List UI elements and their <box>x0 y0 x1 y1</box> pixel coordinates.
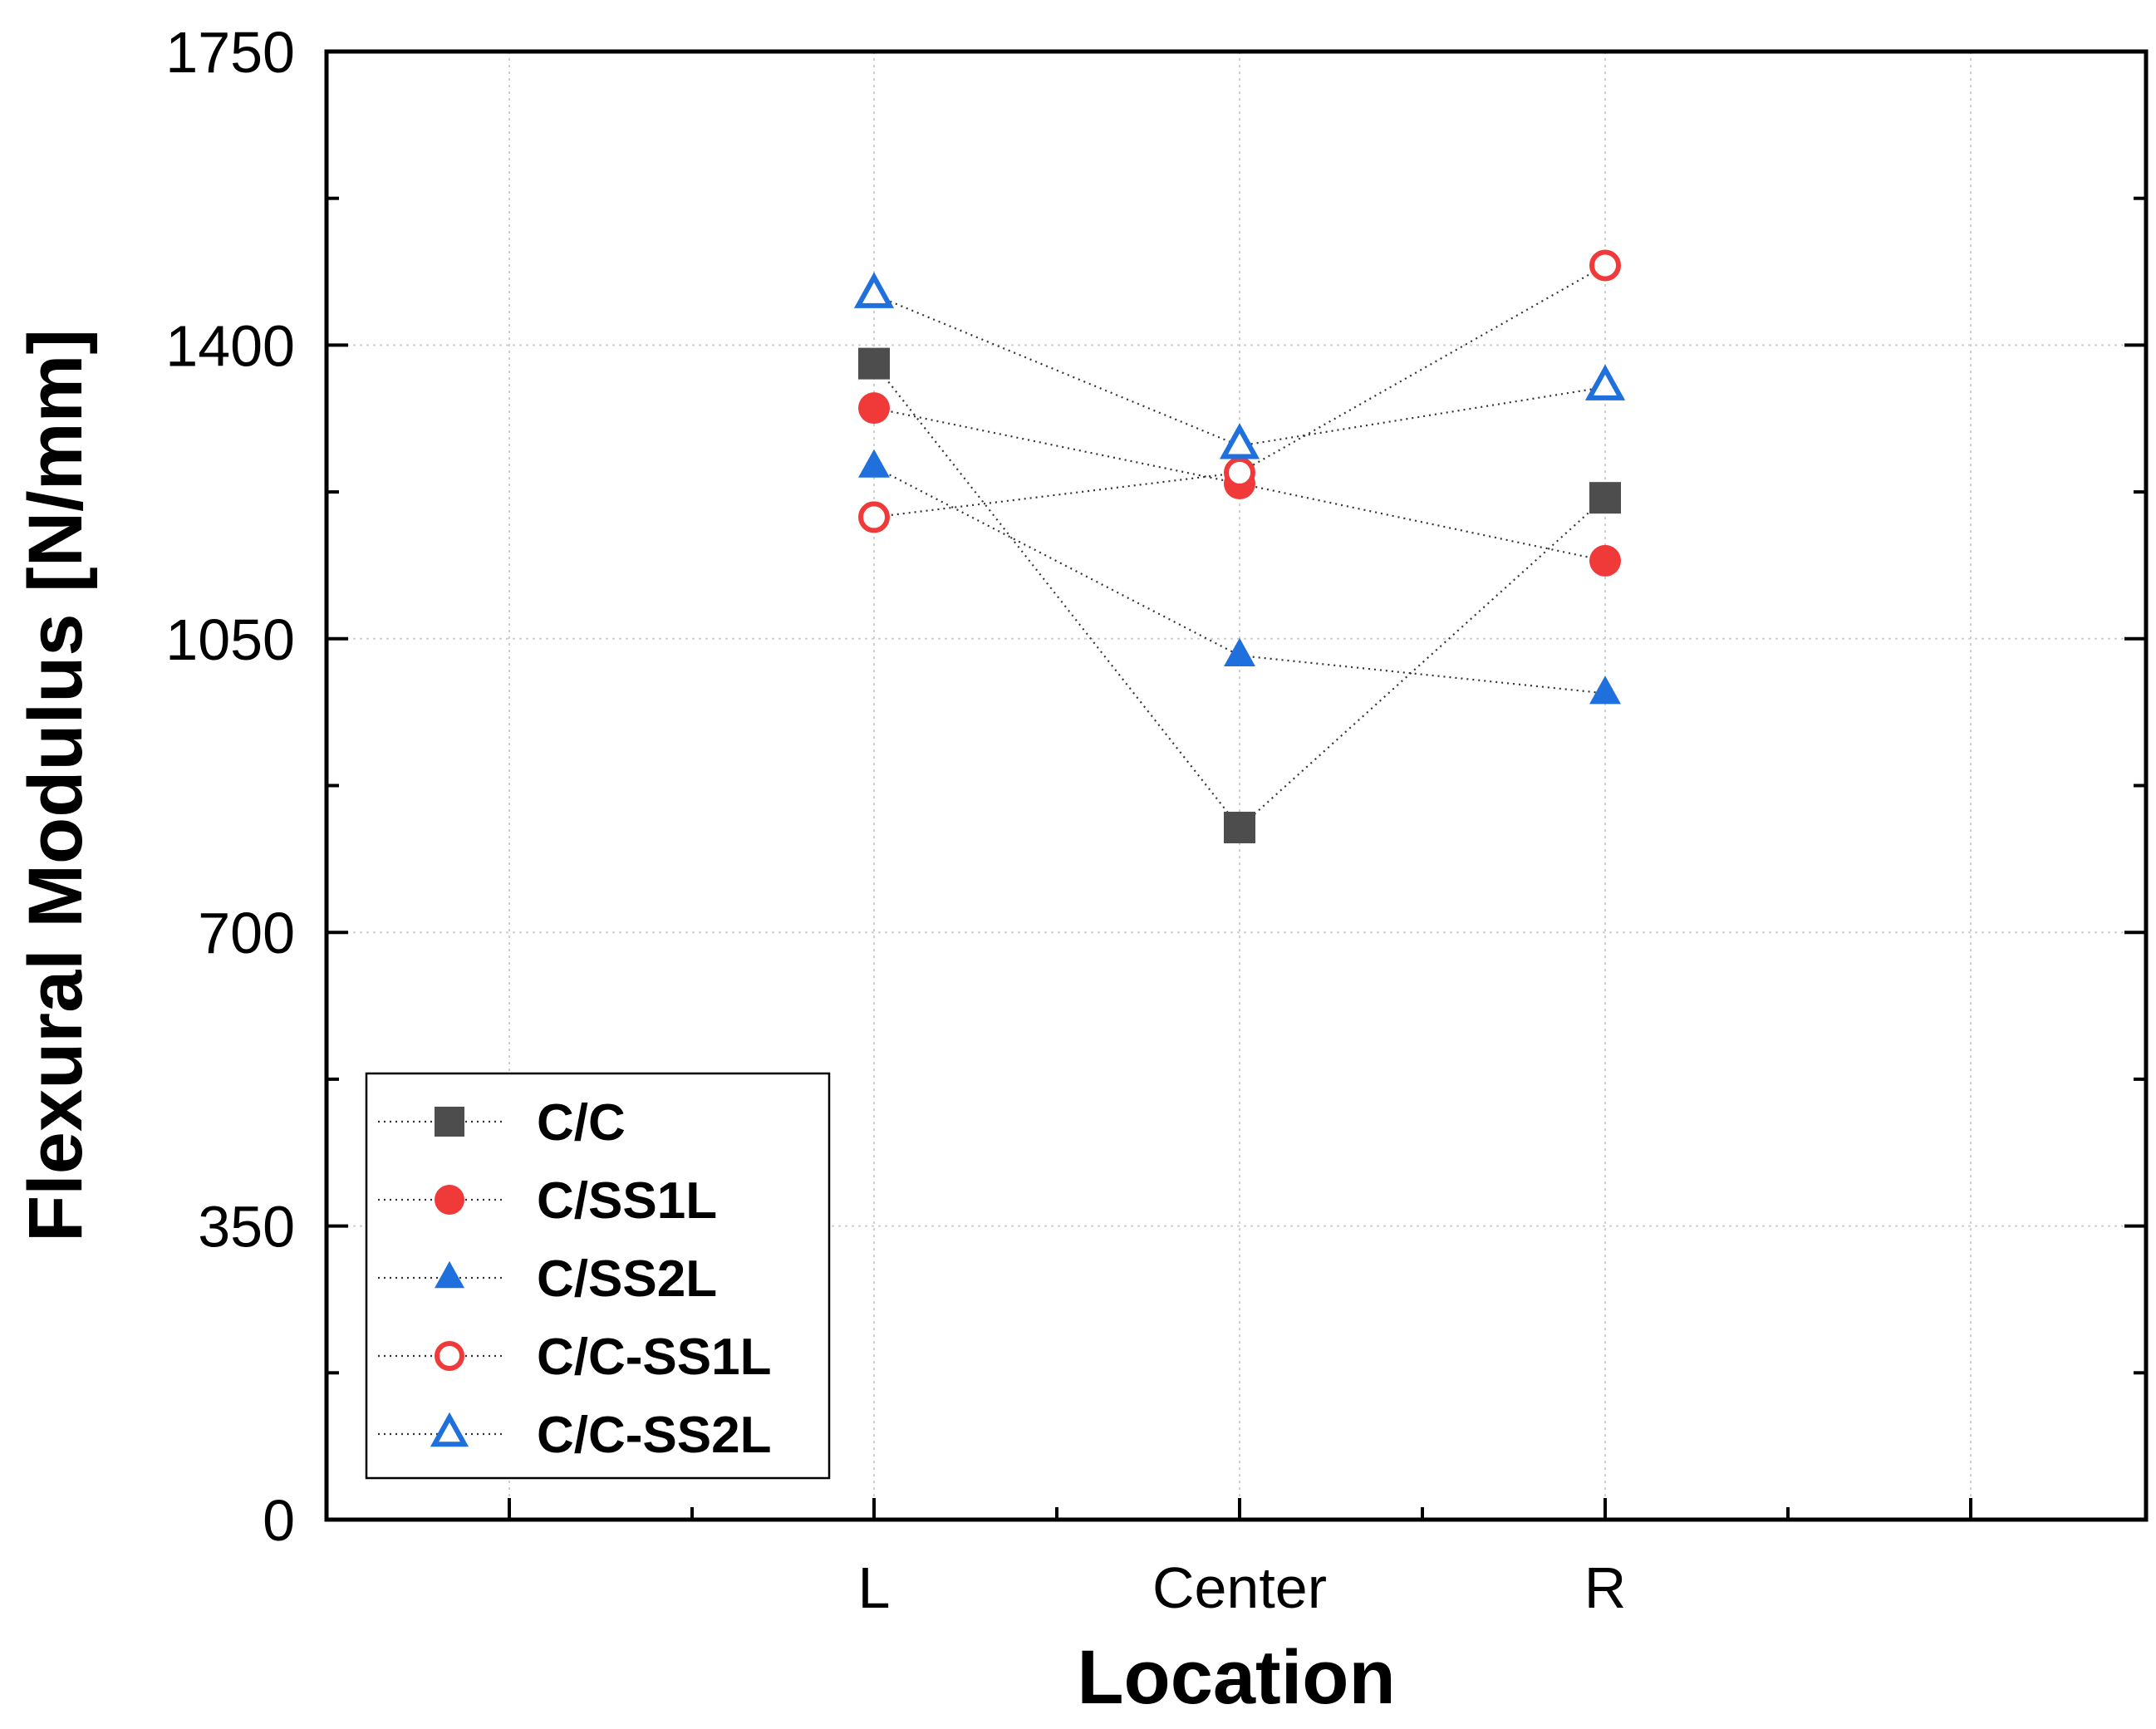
data-point-C/SS1L <box>858 392 890 425</box>
x-tick-label: L <box>858 1555 891 1620</box>
x-axis-title: Location <box>1077 1635 1395 1720</box>
x-tick-label: Center <box>1152 1555 1327 1620</box>
data-point-C/C <box>1589 482 1621 514</box>
y-axis-title: Flexural Modulus [N/mm] <box>13 329 98 1242</box>
x-tick-labels: L Center R <box>858 1555 1627 1620</box>
data-point-C/C-SS1L <box>1224 456 1255 489</box>
legend-marker <box>435 1260 464 1289</box>
y-tick-label: 0 <box>263 1488 295 1553</box>
data-point-C/C-SS2L <box>853 272 895 308</box>
series-markers <box>853 249 1626 843</box>
y-tick-label: 1400 <box>165 313 295 378</box>
data-point-C/C-SS1L <box>1589 249 1621 282</box>
data-point-C/C <box>1224 811 1255 843</box>
data-point-C/C <box>858 347 890 380</box>
plot-frame <box>324 49 2149 1522</box>
data-point-C/C-SS2L <box>1219 423 1260 459</box>
y-tick-labels: 0 350 700 1050 1400 1750 <box>165 20 295 1553</box>
legend-label: C/SS2L <box>537 1250 717 1308</box>
y-tick-label: 1750 <box>165 20 295 85</box>
legend-marker <box>435 1341 464 1371</box>
legend-label: C/C-SS2L <box>537 1407 771 1464</box>
data-point-C/C-SS1L <box>858 501 890 533</box>
data-point-C/C-SS2L <box>1584 364 1626 400</box>
series-line-C/C-SS1L <box>873 264 1606 518</box>
y-tick-label: 700 <box>198 901 295 965</box>
y-tick-label: 1050 <box>165 607 295 672</box>
x-tick-label: R <box>1584 1555 1627 1620</box>
legend-marker <box>435 1185 464 1215</box>
data-point-C/SS2L <box>1224 637 1255 666</box>
legend-marker <box>435 1107 464 1137</box>
legend-label: C/SS1L <box>537 1172 717 1230</box>
data-point-C/SS2L <box>1589 675 1621 705</box>
y-tick-label: 350 <box>198 1195 295 1260</box>
data-point-C/SS1L <box>1589 544 1621 577</box>
legend-marker <box>430 1412 469 1447</box>
legend: C/C C/SS1L C/SS2L C/C-SS1L C/C-SS2L <box>365 1072 831 1480</box>
legend-label: C/C-SS1L <box>537 1329 771 1386</box>
legend-label: C/C <box>537 1094 626 1152</box>
data-point-C/SS2L <box>858 449 890 478</box>
